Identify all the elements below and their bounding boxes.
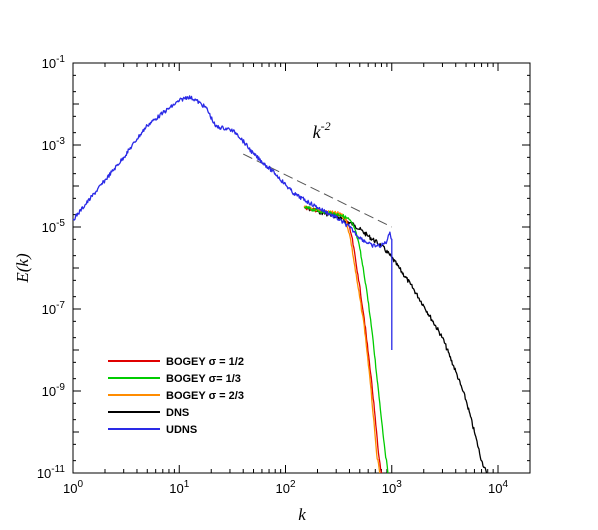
legend: BOGEY σ = 1/2 BOGEY σ= 1/3 BOGEY σ = 2/3 DN… <box>108 356 244 436</box>
y-tick-label: 10-5 <box>42 218 66 235</box>
legend-label: DNS <box>166 407 189 419</box>
y-axis-label: E(k) <box>13 253 32 284</box>
legend-label: BOGEY σ = 2/3 <box>166 390 244 402</box>
x-tick-label: 102 <box>275 479 295 496</box>
k-minus-2-line <box>243 153 392 228</box>
legend-label: UDNS <box>166 424 197 436</box>
legend-label: BOGEY σ= 1/3 <box>166 373 241 385</box>
legend-label: BOGEY σ = 1/2 <box>166 356 244 368</box>
x-axis-label: k <box>298 505 306 524</box>
series-group <box>72 95 488 474</box>
slope-annotation: k-2 <box>313 119 331 142</box>
x-tick-label: 104 <box>488 479 508 496</box>
axis-ticks <box>72 62 531 474</box>
x-tick-label: 101 <box>169 479 189 496</box>
series-line-0 <box>303 205 383 474</box>
y-tick-label: 10-1 <box>42 54 66 71</box>
series-line-4 <box>72 95 393 350</box>
reference-line: k-2 <box>243 119 392 228</box>
series-line-3 <box>304 205 488 474</box>
series-line-2 <box>303 205 381 474</box>
tick-labels: 100 101 102 103 104 10-11 10-9 10-7 10-5 10-3 10-1 <box>37 54 509 496</box>
x-tick-label: 103 <box>382 479 402 496</box>
series-line-1 <box>303 205 389 474</box>
y-tick-label: 10-7 <box>42 300 66 317</box>
y-tick-label: 10-3 <box>42 136 66 153</box>
x-tick-label: 100 <box>63 479 83 496</box>
y-tick-label: 10-11 <box>37 464 66 481</box>
y-tick-label: 10-9 <box>42 382 66 399</box>
